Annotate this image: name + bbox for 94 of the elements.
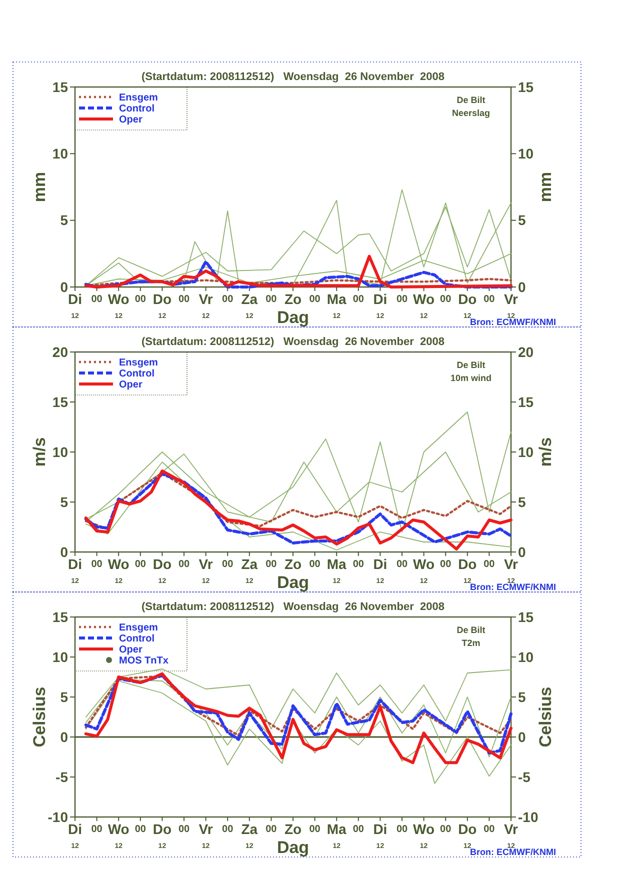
- x-tick-label: 00: [484, 558, 496, 570]
- y-axis-title: m/s: [30, 437, 49, 467]
- y2-tick-label: 5: [518, 688, 526, 705]
- x-tick-label: Zo: [284, 556, 302, 572]
- y-tick-label: 10: [52, 146, 68, 162]
- x-tick-label: 00: [396, 824, 408, 834]
- y-axis-title: mm: [30, 172, 49, 202]
- text: Bron: ECMWF/KNMI: [470, 847, 556, 857]
- x-tick-label: Zo: [284, 291, 302, 307]
- x-tick-label: 00: [266, 824, 278, 834]
- y2-tick-label: 0: [518, 728, 526, 745]
- legend-label: Control: [119, 368, 155, 380]
- x-tick-label: 00: [266, 294, 278, 304]
- legend-label: MOS TnTx: [119, 656, 169, 666]
- x-tick-label: 00: [352, 824, 364, 834]
- x-tick-label: 00: [222, 558, 234, 570]
- text: Bron: ECMWF/KNMI: [470, 582, 556, 592]
- legend-label: Oper: [119, 644, 142, 656]
- y2-axis-title: Celsius: [536, 686, 555, 748]
- x-tick-label: 00: [309, 558, 321, 570]
- x-tick-label: 00: [440, 824, 452, 834]
- x-tick-label: 00: [91, 294, 103, 304]
- chart-title: (Startdatum: 2008112512) Woensdag 26 November 2008: [141, 336, 445, 348]
- legend-label: Control: [119, 104, 155, 114]
- y-tick-label: -10: [48, 808, 68, 825]
- annotation: De Bilt: [456, 625, 486, 635]
- x-tick-label: 00: [134, 294, 146, 304]
- y2-tick-label: 20: [518, 344, 534, 360]
- annotation: Neerslag: [452, 108, 490, 118]
- y2-tick-label: 10: [518, 648, 534, 665]
- x-tick-label: Zo: [284, 821, 302, 837]
- x-axis-title: Dag: [276, 838, 310, 857]
- y-tick-label: 15: [52, 78, 68, 95]
- y-tick-label: 0: [60, 728, 68, 745]
- x-tick-label: 00: [178, 824, 190, 834]
- y2-tick-label: 15: [518, 608, 534, 625]
- x-axis-title: Dag: [276, 308, 310, 327]
- legend-label: Oper: [119, 380, 142, 390]
- x-tick-label: 00: [484, 294, 496, 304]
- y2-tick-label: -5: [518, 768, 531, 785]
- x-tick-label: 00: [266, 558, 278, 570]
- y-tick-label: 0: [60, 278, 68, 295]
- y-tick-label: 15: [52, 608, 68, 625]
- x-tick-label: 00: [91, 558, 103, 570]
- x-tick-label: 00: [352, 558, 364, 570]
- y2-tick-label: 0: [518, 278, 526, 295]
- x-tick-label: 00: [91, 824, 103, 834]
- y2-tick-label: 15: [518, 394, 534, 410]
- x-axis-title: Dag: [276, 573, 310, 592]
- x-tick-label: 00: [396, 558, 408, 570]
- x-tick-label: 00: [396, 294, 408, 304]
- x-tick-label: 00: [309, 294, 321, 304]
- x-tick-label: 00: [222, 824, 234, 834]
- x-tick-label: 00: [134, 824, 146, 834]
- chart-title: (Startdatum: 2008112512) Woensdag 26 November 2008: [141, 601, 445, 613]
- y2-tick-label: 10: [518, 444, 534, 460]
- y-tick-label: 5: [60, 688, 68, 705]
- annotation: De Bilt: [456, 360, 486, 370]
- x-tick-label: 00: [484, 824, 496, 834]
- y-tick-label: 5: [60, 212, 68, 228]
- y2-tick-label: 10: [518, 146, 534, 162]
- y2-tick-label: 5: [518, 494, 526, 510]
- y-tick-label: 5: [60, 494, 68, 510]
- text: Bron: ECMWF/KNMI: [470, 317, 556, 327]
- y2-tick-label: 15: [518, 78, 534, 95]
- x-tick-label: 00: [440, 294, 452, 304]
- x-tick-label: 00: [134, 558, 146, 570]
- x-tick-label: 00: [440, 558, 452, 570]
- y-tick-label: 20: [52, 344, 68, 360]
- y2-axis-title: mm: [536, 172, 555, 202]
- legend-label: Oper: [119, 114, 142, 126]
- annotation: De Bilt: [456, 95, 486, 105]
- chart-title: (Startdatum: 2008112512) Woensdag 26 November 2008: [141, 71, 445, 83]
- x-tick-label: 00: [352, 294, 364, 304]
- x-tick-label: 00: [222, 294, 234, 304]
- y-axis-title: Celsius: [30, 686, 49, 748]
- annotation: T2m: [462, 638, 480, 648]
- x-tick-label: 00: [178, 294, 190, 304]
- legend-label: Ensgem: [119, 622, 158, 634]
- legend-label: Ensgem: [119, 358, 158, 368]
- y-tick-label: 15: [52, 394, 68, 410]
- annotation: 10m wind: [450, 373, 492, 383]
- legend-label: Ensgem: [119, 92, 158, 104]
- x-tick-label: 00: [309, 824, 321, 834]
- y2-tick-label: 5: [518, 212, 526, 228]
- y2-tick-label: -10: [518, 808, 538, 825]
- y2-tick-label: 0: [518, 544, 526, 560]
- y-tick-label: 10: [52, 444, 68, 460]
- legend-label: Control: [119, 634, 155, 644]
- x-tick-label: 00: [178, 558, 190, 570]
- y2-axis-title: m/s: [536, 437, 555, 467]
- y-tick-label: -5: [56, 768, 68, 785]
- y-tick-label: 10: [52, 648, 68, 665]
- y-tick-label: 0: [60, 544, 68, 560]
